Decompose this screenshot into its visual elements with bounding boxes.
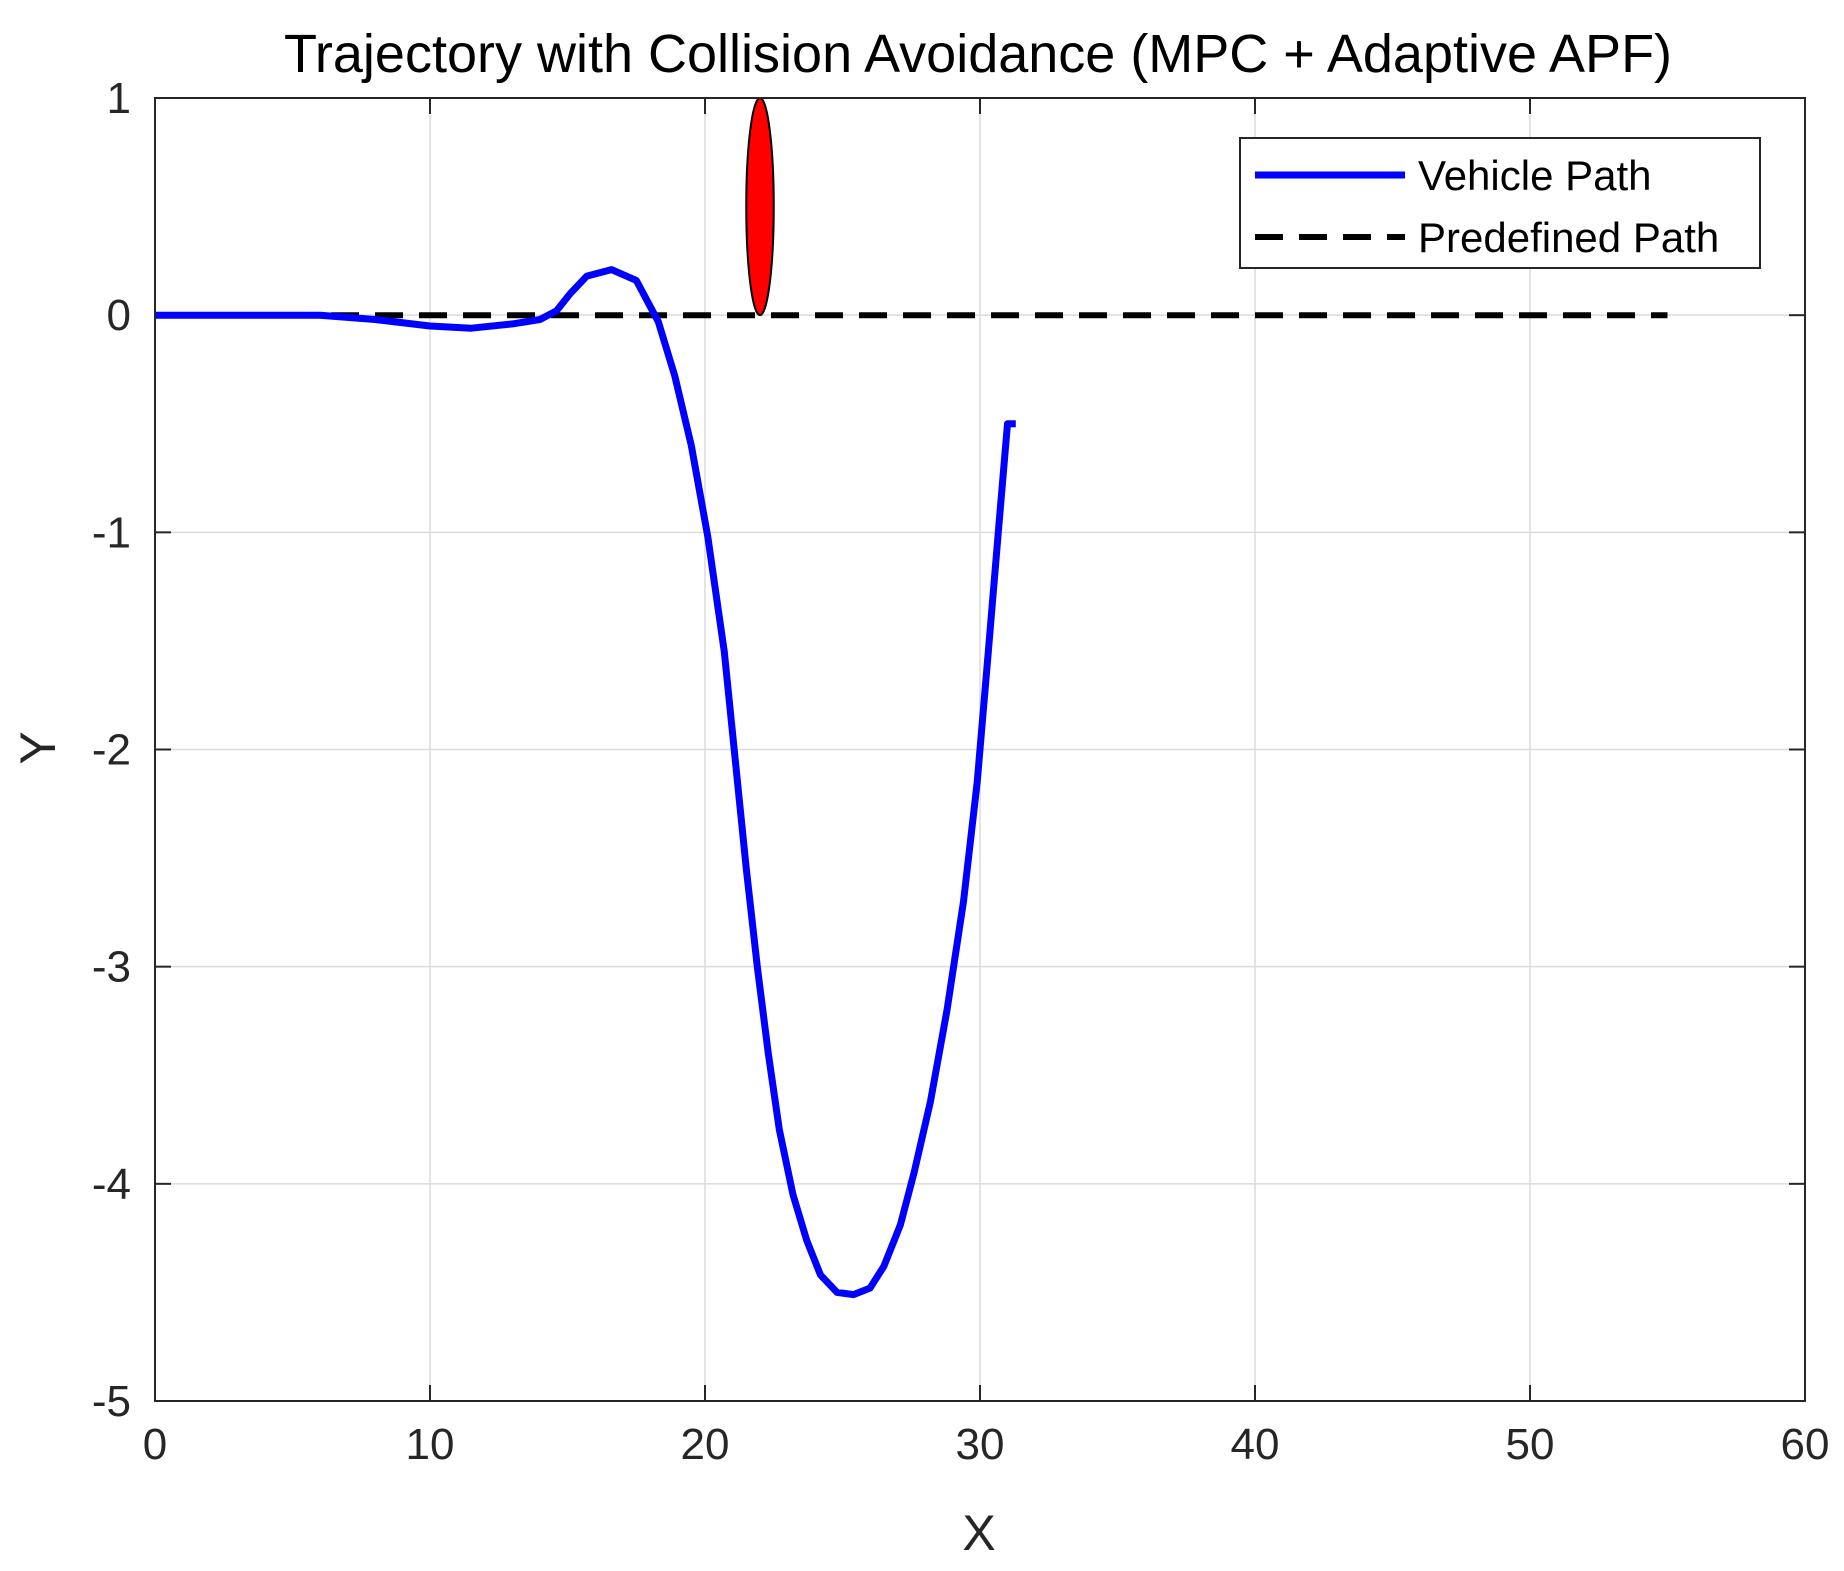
x-tick-label: 30 (956, 1420, 1005, 1469)
y-axis-label: Y (10, 731, 66, 764)
legend-predefined-path-label: Predefined Path (1418, 214, 1719, 261)
plot-frame (154, 97, 1806, 1402)
y-tick-label: -1 (92, 508, 131, 557)
y-tick-label: 0 (107, 291, 131, 340)
x-tick-label: 50 (1506, 1420, 1555, 1469)
vehicle-path-line (155, 266, 1016, 1299)
y-tick-label: -5 (92, 1377, 131, 1426)
chart-title: Trajectory with Collision Avoidance (MPC… (284, 24, 1672, 84)
y-tick-label: -2 (92, 726, 131, 775)
legend-box (1239, 137, 1761, 269)
legend-vehicle-path-label: Vehicle Path (1418, 152, 1652, 199)
x-tick-label: 20 (681, 1420, 730, 1469)
x-tick-label: 60 (1781, 1420, 1830, 1469)
x-axis-label: X (962, 1505, 995, 1561)
y-tick-label: 1 (107, 74, 131, 123)
x-tick-label: 0 (143, 1420, 167, 1469)
legend: Vehicle Path Predefined Path (1239, 137, 1761, 269)
obstacle-ellipse (745, 96, 775, 317)
series-layer (155, 266, 1668, 1299)
y-tick-label: -3 (92, 943, 131, 992)
x-tick-label: 40 (1231, 1420, 1280, 1469)
x-tick-label: 10 (406, 1420, 455, 1469)
y-tick-label: -4 (92, 1160, 131, 1209)
obstacle-layer (745, 96, 775, 317)
